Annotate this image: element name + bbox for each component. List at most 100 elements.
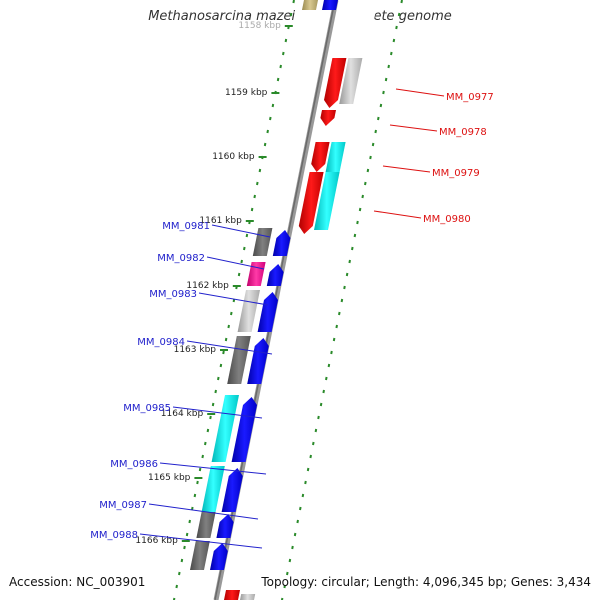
gene-leader-line (159, 462, 267, 475)
gene-feature (314, 172, 340, 230)
gene-arrow (311, 142, 330, 172)
gene-arrow (221, 468, 243, 512)
dot-tick-left (279, 64, 282, 69)
kbp-tick-label: 1166 kbp (135, 536, 178, 546)
gene-label-forward: MM_0986 (110, 459, 158, 470)
dot-tick-left (206, 428, 210, 433)
dot-tick-left (224, 337, 228, 342)
dot-tick-left (183, 545, 186, 550)
dot-tick-right (340, 298, 344, 303)
gene-feature (211, 395, 239, 462)
gene-arrow (247, 338, 269, 384)
dot-tick-right (309, 454, 312, 459)
gene-arrow (216, 514, 234, 538)
dot-tick-left (188, 519, 191, 524)
dot-tick-right (319, 402, 323, 407)
gene-label-forward: MM_0981 (162, 221, 210, 232)
dot-tick-right (387, 64, 390, 69)
accession-label: Accession: NC_003901 (9, 575, 146, 589)
dot-tick-right (330, 350, 333, 355)
dot-tick-left (209, 415, 212, 420)
dot-tick-left (282, 51, 285, 56)
dot-tick-left (289, 12, 293, 17)
dot-tick-right (291, 545, 294, 550)
gene-label-forward: MM_0988 (90, 530, 138, 541)
dot-tick-right (369, 155, 372, 160)
dot-tick-right (335, 324, 338, 329)
dot-tick-right (397, 12, 401, 17)
gene-features (190, 0, 363, 600)
dot-tick-left (240, 259, 243, 264)
gene-label-reverse: MM_0980 (423, 214, 471, 225)
gene-label-forward: MM_0985 (123, 403, 171, 414)
gene-arrow (257, 292, 278, 332)
dot-tick-right (306, 467, 310, 472)
dot-tick-left (196, 480, 199, 485)
dot-tick-right (296, 519, 299, 524)
dot-tick-left (245, 233, 249, 238)
dot-tick-right (351, 246, 354, 251)
dot-tick-right (299, 506, 302, 511)
gene-feature (240, 594, 256, 600)
dot-tick-right (356, 220, 359, 225)
dot-tick-right (366, 168, 370, 173)
dot-tick-left (178, 571, 181, 576)
gene-arrow (320, 110, 336, 126)
dot-tick-left (214, 389, 217, 394)
kbp-tick-label: 1165 kbp (148, 473, 191, 483)
gene-arrow (266, 264, 284, 286)
dot-tick-left (198, 467, 202, 472)
dot-tick-left (292, 0, 295, 4)
dot-tick-left (193, 493, 197, 498)
dot-tick-right (317, 415, 320, 420)
gene-leader-line (206, 256, 265, 270)
dot-tick-right (377, 116, 380, 121)
gene-feature (227, 336, 251, 384)
dot-tick-left (256, 181, 259, 186)
dot-tick-right (325, 376, 328, 381)
gene-feature (201, 466, 225, 512)
dot-tick-left (175, 584, 178, 589)
dot-tick-left (185, 532, 189, 537)
dot-tick-right (304, 480, 307, 485)
dot-tick-right (400, 0, 403, 4)
dot-tick-right (293, 532, 297, 537)
gene-arrow (324, 58, 347, 108)
dot-tick-right (327, 363, 331, 368)
dot-tick-right (286, 571, 289, 576)
dot-tick-right (345, 272, 349, 277)
dot-tick-left (250, 207, 254, 212)
dot-tick-left (253, 194, 256, 199)
dot-tick-left (227, 324, 230, 329)
dot-tick-left (269, 116, 272, 121)
dot-tick-right (374, 129, 377, 134)
dot-tick-right (301, 493, 305, 498)
gene-leader-line (389, 124, 438, 132)
dot-tick-left (276, 77, 280, 82)
dot-tick-right (283, 584, 286, 589)
gene-label-forward: MM_0983 (149, 289, 197, 300)
dot-tick-left (204, 441, 207, 446)
dot-tick-right (332, 337, 336, 342)
dot-tick-right (312, 441, 315, 446)
gene-feature (252, 228, 273, 256)
kbp-tick-label: 1164 kbp (161, 409, 204, 419)
dot-tick-right (348, 259, 351, 264)
gene-feature (325, 142, 346, 172)
gene-feature (196, 512, 216, 538)
dot-tick-right (353, 233, 357, 238)
dot-tick-right (395, 25, 398, 30)
genome-summary: Topology: circular; Length: 4,096,345 bp… (261, 575, 591, 589)
gene-feature (339, 58, 363, 104)
dot-tick-right (288, 558, 292, 563)
gene-label-reverse: MM_0977 (446, 92, 494, 103)
dot-tick-left (230, 311, 233, 316)
dot-tick-right (382, 90, 385, 95)
dot-tick-left (219, 363, 223, 368)
dot-tick-left (266, 129, 269, 134)
gene-feature (237, 290, 260, 332)
dot-tick-right (343, 285, 346, 290)
gene-leader-line (395, 88, 445, 97)
dot-tick-right (371, 142, 375, 147)
